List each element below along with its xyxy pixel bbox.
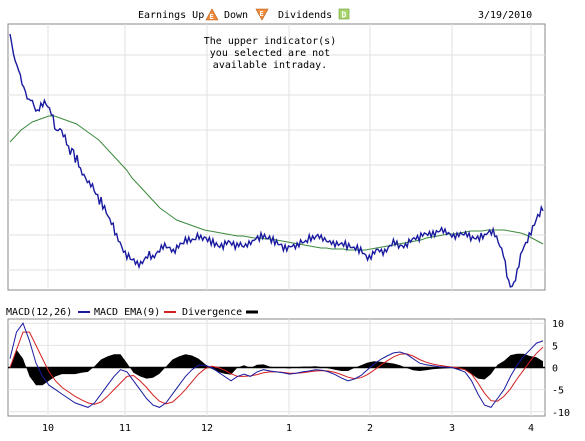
earnings-up-icon: E xyxy=(205,8,219,21)
x-axis-labels: 10 11 12 1 2 3 4 xyxy=(42,423,534,434)
macd-line xyxy=(9,322,544,408)
notice-line-1: The upper indicator(s) xyxy=(204,36,336,47)
earnings-up-glyph: E xyxy=(210,13,214,21)
divergence-legend-label: Divergence xyxy=(182,307,242,318)
price-line xyxy=(9,33,544,288)
x-label-4: 2 xyxy=(367,423,373,434)
notice-line-2: you selected are not xyxy=(210,48,330,59)
price-panel-frame xyxy=(7,23,546,291)
chart-date: 3/19/2010 xyxy=(478,10,532,21)
earnings-down-glyph: E xyxy=(260,10,264,18)
earnings-down-icon: E xyxy=(255,8,269,21)
macd-y-tick-4: -10 xyxy=(552,408,570,419)
macd-y-ticks: 10 5 0 -5 -10 xyxy=(552,319,570,419)
dividend-glyph: D xyxy=(342,11,347,20)
x-label-0: 10 xyxy=(42,423,54,434)
x-label-2: 12 xyxy=(201,423,213,434)
notice-line-3: available intraday. xyxy=(213,60,327,71)
earnings-up-label: Earnings Up xyxy=(138,10,204,21)
dividend-icon: D xyxy=(338,8,350,20)
macd-legend-label: MACD(12,26) xyxy=(6,307,72,318)
macd-y-tick-3: -5 xyxy=(552,386,564,397)
macd-y-tick-2: 0 xyxy=(552,364,558,375)
dividends-label: Dividends xyxy=(278,10,332,21)
x-label-3: 1 xyxy=(286,423,292,434)
down-label: Down xyxy=(224,10,248,21)
macd-y-tick-1: 5 xyxy=(552,341,558,352)
ema-legend-label: MACD EMA(9) xyxy=(94,307,160,318)
x-label-5: 3 xyxy=(449,423,455,434)
x-label-6: 4 xyxy=(528,423,534,434)
x-label-1: 11 xyxy=(119,423,131,434)
macd-y-tick-0: 10 xyxy=(552,319,564,330)
